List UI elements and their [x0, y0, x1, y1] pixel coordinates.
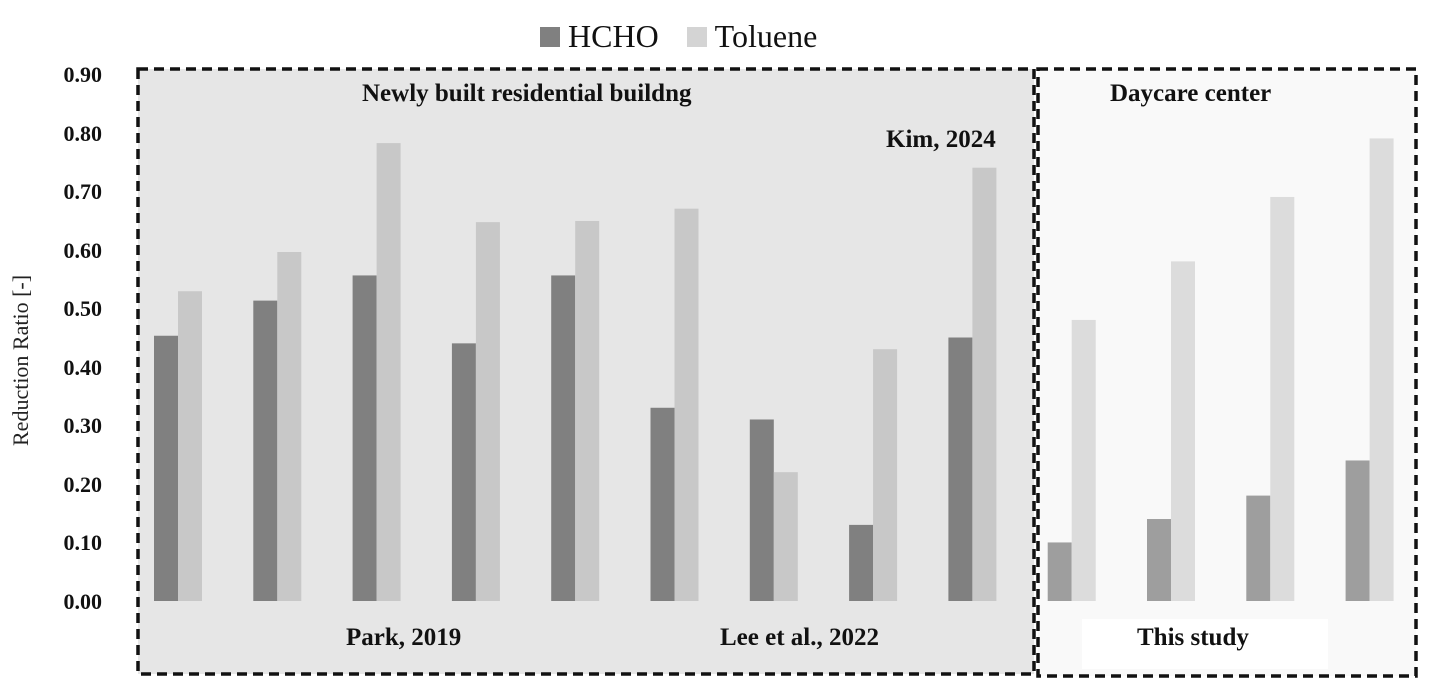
this-study-box: [1082, 619, 1328, 669]
y-tick-label: 0.50: [63, 296, 103, 321]
annotation-park-2019: Park, 2019: [346, 624, 462, 651]
bar-toluene: [178, 291, 202, 601]
group-title-residential: Newly built residential buildng: [362, 80, 692, 107]
y-tick-label: 0.40: [63, 355, 103, 380]
legend-item-hcho: HCHO: [540, 18, 659, 55]
bar-toluene: [277, 252, 302, 601]
bar-hcho: [451, 343, 476, 601]
group-title-daycare: Daycare center: [1110, 80, 1272, 107]
bar-hcho: [1047, 542, 1072, 601]
y-tick-label: 0.90: [63, 62, 103, 87]
legend-label-hcho: HCHO: [568, 18, 659, 54]
bar-toluene: [1071, 319, 1096, 601]
bar-hcho: [749, 419, 774, 601]
bar-hcho: [253, 300, 278, 601]
bar-toluene: [376, 143, 401, 601]
legend-label-toluene: Toluene: [714, 18, 818, 54]
bar-hcho: [1246, 495, 1271, 601]
bar-hcho: [650, 407, 675, 601]
legend-swatch-hcho: [540, 26, 560, 47]
bar-toluene: [972, 167, 997, 601]
y-tick-label: 0.30: [63, 413, 103, 438]
bar-toluene: [674, 208, 699, 601]
bar-hcho: [551, 275, 576, 601]
annotation-lee-2022: Lee et al., 2022: [720, 624, 879, 651]
y-tick-label: 0.10: [63, 530, 103, 555]
bar-hcho: [948, 337, 973, 601]
annotation-kim-2024: Kim, 2024: [886, 126, 996, 153]
bar-toluene: [1171, 261, 1195, 601]
bar-toluene: [575, 220, 600, 602]
bar-toluene: [1369, 138, 1394, 601]
legend-swatch-toluene: [686, 26, 707, 47]
bar-toluene: [773, 472, 798, 601]
annotation-this-study: This study: [1137, 624, 1249, 651]
y-tick-label: 0.80: [63, 121, 103, 146]
y-tick-label: 0.60: [63, 238, 103, 263]
y-tick-label: 0.20: [63, 472, 103, 497]
legend: HCHO Toluene: [540, 18, 845, 55]
bar-hcho: [1345, 460, 1370, 601]
bar-toluene: [873, 349, 898, 601]
bar-hcho: [849, 524, 874, 601]
bar-hcho: [1147, 519, 1171, 601]
y-tick-label: 0.00: [63, 589, 103, 614]
bar-toluene: [475, 222, 500, 601]
legend-item-toluene: Toluene: [686, 18, 818, 55]
bar-hcho: [352, 275, 377, 601]
bar-toluene: [1270, 196, 1295, 601]
bar-hcho: [154, 335, 178, 601]
y-tick-label: 0.70: [63, 179, 103, 204]
